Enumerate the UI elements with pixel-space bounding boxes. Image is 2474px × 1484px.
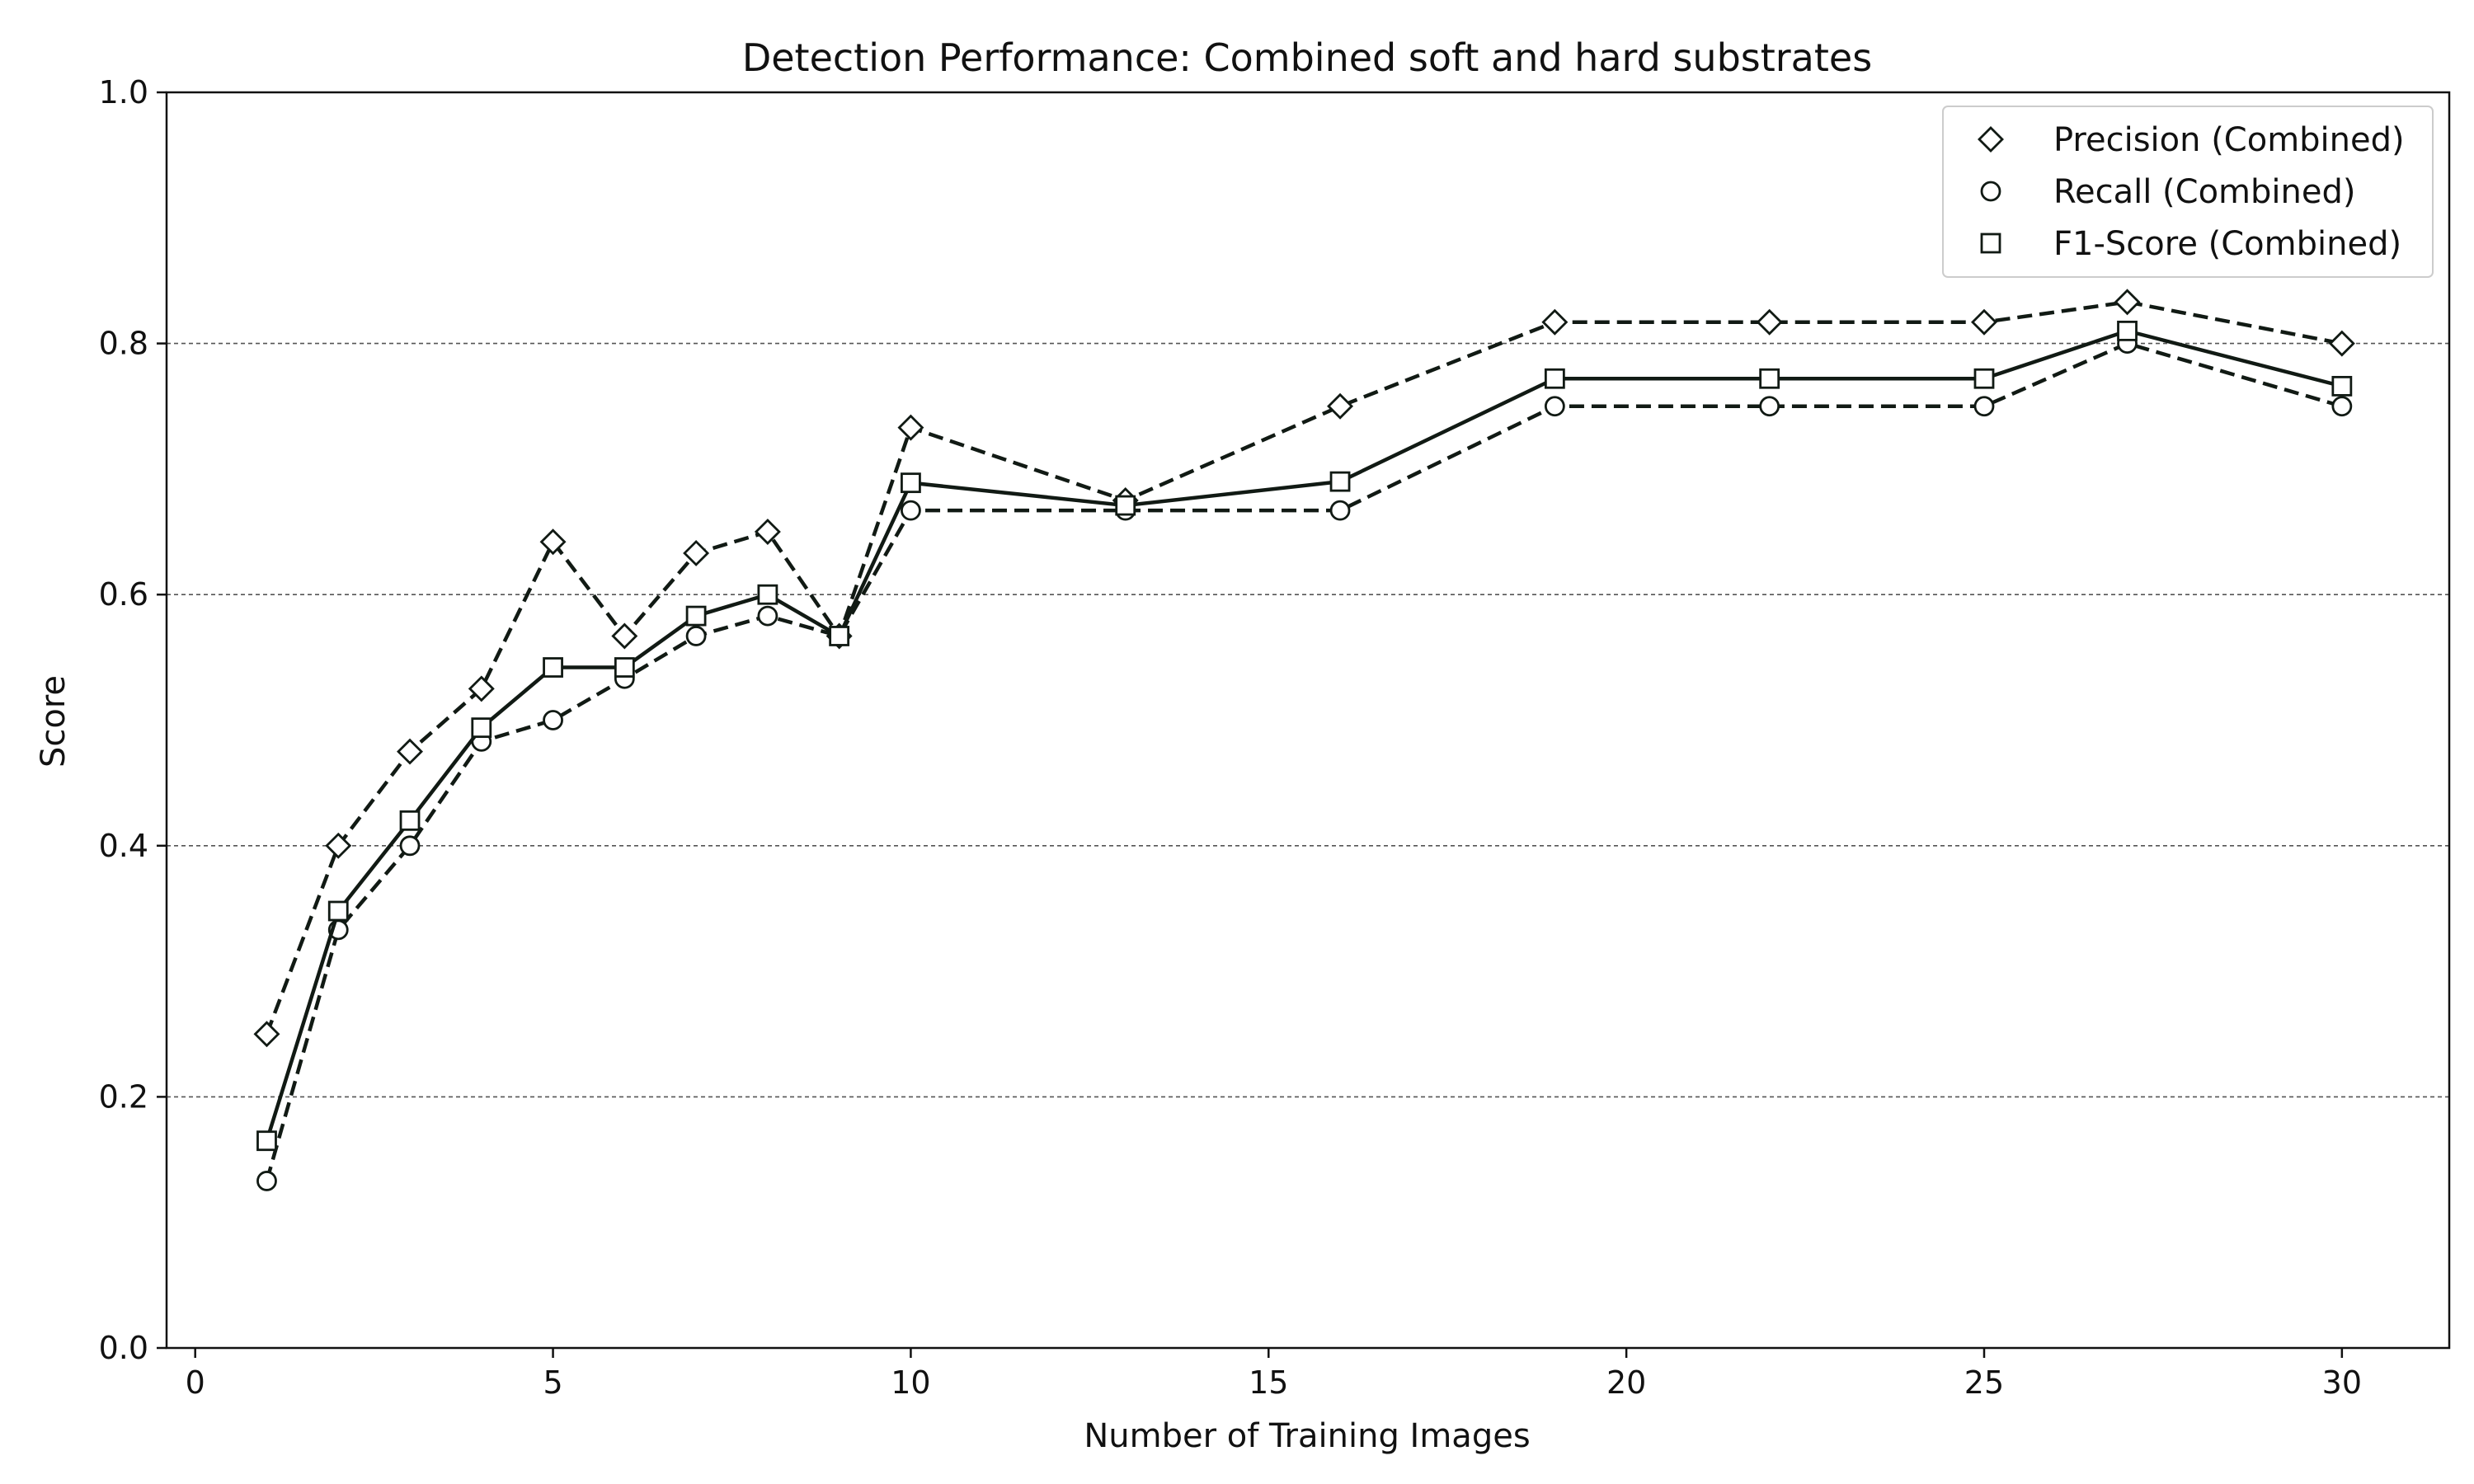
data-point-diamond: [683, 539, 710, 566]
legend: Precision (Combined) Recall (Combined) F1-…: [1942, 106, 2434, 278]
data-point-square: [614, 657, 635, 678]
data-point-diamond: [2328, 330, 2355, 357]
data-point-diamond: [539, 528, 567, 556]
y-tick-label: 0.2: [99, 1078, 148, 1115]
data-point-square: [1973, 368, 1995, 389]
legend-label: Recall (Combined): [2053, 173, 2355, 211]
legend-label: Precision (Combined): [2053, 121, 2405, 159]
data-point-square: [1115, 495, 1136, 516]
data-point-diamond: [897, 414, 924, 441]
data-point-square: [327, 900, 349, 922]
data-point-square: [1544, 368, 1565, 389]
y-tick-label: 0.8: [99, 326, 148, 362]
y-tick-label: 0.6: [99, 576, 148, 613]
data-point-square: [1759, 368, 1780, 389]
y-tick-label: 0.4: [99, 828, 148, 864]
x-tick-label: 25: [1964, 1364, 2004, 1401]
data-point-square: [2117, 320, 2138, 341]
y-axis-label: Score: [35, 675, 73, 768]
data-point-circle: [1759, 396, 1780, 417]
data-point-diamond: [1756, 308, 1783, 336]
y-tick-label: 0.0: [99, 1330, 148, 1366]
data-point-circle: [685, 626, 707, 646]
series-circle: [256, 333, 2353, 1191]
data-point-square: [685, 605, 707, 627]
data-point-square: [543, 657, 563, 678]
series-layer: [253, 289, 2355, 1191]
data-point-square: [256, 1130, 277, 1152]
data-point-square: [829, 626, 850, 646]
series-line-circle: [265, 341, 2343, 1182]
data-point-square: [1329, 471, 1351, 492]
legend-item: F1-Score (Combined): [1980, 225, 2401, 263]
legend-item: Precision (Combined): [1978, 121, 2405, 159]
data-point-circle: [757, 605, 778, 627]
data-point-square: [901, 472, 921, 494]
data-point-diamond: [253, 1021, 280, 1048]
series-square: [256, 320, 2353, 1152]
data-point-circle: [2331, 396, 2353, 417]
axis-ticks: 0 5 10 15 20 25 30 0.0 0.2 0.4 0.6 0.8 1.0: [99, 74, 2362, 1401]
data-point-circle: [543, 710, 563, 730]
data-point-square: [399, 810, 421, 831]
x-tick-label: 30: [2322, 1364, 2362, 1401]
x-axis-label: Number of Training Images: [1084, 1417, 1530, 1455]
series-line-square: [265, 329, 2343, 1142]
data-point-diamond: [611, 622, 638, 650]
data-point-circle: [399, 835, 421, 857]
data-point-square: [471, 717, 492, 739]
y-tick-label: 1.0: [99, 74, 148, 110]
data-point-diamond: [754, 519, 781, 546]
x-tick-label: 15: [1249, 1364, 1288, 1401]
data-point-circle: [901, 500, 921, 521]
data-point-diamond: [1541, 308, 1569, 336]
data-point-circle: [1973, 396, 1995, 417]
legend-marker-square: [1980, 232, 2001, 254]
data-point-diamond: [468, 675, 495, 702]
legend-label: F1-Score (Combined): [2053, 225, 2401, 263]
grid-lines: [167, 342, 2449, 1098]
data-point-circle: [256, 1171, 277, 1191]
x-tick-label: 20: [1606, 1364, 1646, 1401]
data-point-diamond: [1327, 392, 1354, 420]
data-point-diamond: [325, 832, 352, 859]
legend-item: Recall (Combined): [1980, 173, 2355, 211]
legend-marker-diamond: [1978, 126, 2004, 153]
data-point-diamond: [397, 738, 424, 765]
legend-box: [1942, 106, 2434, 278]
data-point-circle: [1329, 500, 1351, 521]
x-tick-label: 5: [543, 1364, 562, 1401]
legend-marker-circle: [1980, 181, 2001, 202]
data-point-square: [2331, 375, 2353, 397]
chart-title: Detection Performance: Combined soft and…: [742, 35, 1872, 80]
data-point-diamond: [1971, 308, 1997, 336]
x-tick-label: 10: [891, 1364, 930, 1401]
data-point-square: [757, 584, 778, 605]
plot-frame: [165, 91, 2451, 1350]
data-point-circle: [1544, 396, 1565, 417]
x-tick-label: 0: [186, 1364, 205, 1401]
data-point-diamond: [2114, 289, 2141, 316]
